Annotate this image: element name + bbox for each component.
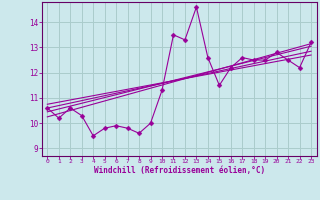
X-axis label: Windchill (Refroidissement éolien,°C): Windchill (Refroidissement éolien,°C) — [94, 166, 265, 175]
